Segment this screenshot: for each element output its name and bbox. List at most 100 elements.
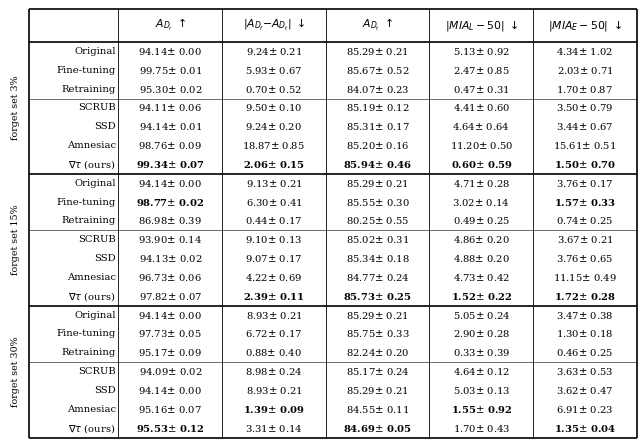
Text: 85.19$\pm$ 0.12: 85.19$\pm$ 0.12 (346, 103, 410, 114)
Text: Original: Original (74, 47, 116, 56)
Text: 9.24$\pm$ 0.21: 9.24$\pm$ 0.21 (246, 46, 302, 57)
Text: 85.31$\pm$ 0.17: 85.31$\pm$ 0.17 (346, 121, 410, 132)
Text: 0.74$\pm$ 0.25: 0.74$\pm$ 0.25 (556, 215, 614, 226)
Text: 6.30$\pm$ 0.41: 6.30$\pm$ 0.41 (246, 197, 302, 208)
Text: 94.14$\pm$ 0.00: 94.14$\pm$ 0.00 (138, 178, 202, 189)
Text: Retraining: Retraining (61, 217, 116, 225)
Text: 9.50$\pm$ 0.10: 9.50$\pm$ 0.10 (245, 103, 303, 114)
Text: 4.22$\pm$ 0.69: 4.22$\pm$ 0.69 (245, 272, 303, 283)
Text: 5.05$\pm$ 0.24: 5.05$\pm$ 0.24 (452, 310, 510, 320)
Text: 4.86$\pm$ 0.20: 4.86$\pm$ 0.20 (453, 234, 509, 245)
Text: 97.82$\pm$ 0.07: 97.82$\pm$ 0.07 (138, 291, 202, 302)
Text: 94.14$\pm$ 0.00: 94.14$\pm$ 0.00 (138, 46, 202, 57)
Text: 1.55$\pm$ 0.92: 1.55$\pm$ 0.92 (451, 404, 512, 415)
Text: 3.50$\pm$ 0.79: 3.50$\pm$ 0.79 (556, 103, 614, 114)
Text: 4.64$\pm$ 0.64: 4.64$\pm$ 0.64 (452, 121, 510, 132)
Text: $|MIA_E - 50|$ $\downarrow$: $|MIA_E - 50|$ $\downarrow$ (548, 18, 622, 33)
Text: 1.70$\pm$ 0.87: 1.70$\pm$ 0.87 (556, 84, 614, 95)
Text: 82.24$\pm$ 0.20: 82.24$\pm$ 0.20 (346, 347, 409, 358)
Text: 8.93$\pm$ 0.21: 8.93$\pm$ 0.21 (246, 310, 302, 320)
Text: 85.67$\pm$ 0.52: 85.67$\pm$ 0.52 (346, 65, 410, 76)
Text: 2.03$\pm$ 0.71: 2.03$\pm$ 0.71 (557, 65, 613, 76)
Text: 8.93$\pm$ 0.21: 8.93$\pm$ 0.21 (246, 385, 302, 396)
Text: 3.44$\pm$ 0.67: 3.44$\pm$ 0.67 (556, 121, 614, 132)
Text: SCRUB: SCRUB (78, 103, 116, 112)
Text: Fine-tuning: Fine-tuning (56, 198, 116, 206)
Text: SSD: SSD (94, 254, 116, 263)
Text: 0.44$\pm$ 0.17: 0.44$\pm$ 0.17 (245, 215, 303, 226)
Text: 9.13$\pm$ 0.21: 9.13$\pm$ 0.21 (246, 178, 302, 189)
Text: 3.62$\pm$ 0.47: 3.62$\pm$ 0.47 (556, 385, 614, 396)
Text: 1.57$\pm$ 0.33: 1.57$\pm$ 0.33 (554, 197, 616, 208)
Text: 3.47$\pm$ 0.38: 3.47$\pm$ 0.38 (556, 310, 614, 320)
Text: 85.55$\pm$ 0.30: 85.55$\pm$ 0.30 (346, 197, 410, 208)
Text: 1.39$\pm$ 0.09: 1.39$\pm$ 0.09 (243, 404, 305, 415)
Text: 5.13$\pm$ 0.92: 5.13$\pm$ 0.92 (452, 46, 510, 57)
Text: $A_{D_t}$ $\uparrow$: $A_{D_t}$ $\uparrow$ (362, 17, 393, 34)
Text: 4.73$\pm$ 0.42: 4.73$\pm$ 0.42 (452, 272, 510, 283)
Text: 1.70$\pm$ 0.43: 1.70$\pm$ 0.43 (452, 423, 510, 434)
Text: 94.13$\pm$ 0.02: 94.13$\pm$ 0.02 (138, 253, 202, 264)
Text: forget set 15%: forget set 15% (12, 205, 20, 275)
Text: 80.25$\pm$ 0.55: 80.25$\pm$ 0.55 (346, 215, 410, 226)
Text: 3.76$\pm$ 0.17: 3.76$\pm$ 0.17 (556, 178, 614, 189)
Text: 95.16$\pm$ 0.07: 95.16$\pm$ 0.07 (138, 404, 202, 415)
Text: 9.24$\pm$ 0.20: 9.24$\pm$ 0.20 (246, 121, 302, 132)
Text: 1.52$\pm$ 0.22: 1.52$\pm$ 0.22 (451, 291, 512, 302)
Text: Amnesiac: Amnesiac (67, 405, 116, 414)
Text: 0.60$\pm$ 0.59: 0.60$\pm$ 0.59 (451, 159, 512, 170)
Text: 5.93$\pm$ 0.67: 5.93$\pm$ 0.67 (245, 65, 303, 76)
Text: 6.91$\pm$ 0.23: 6.91$\pm$ 0.23 (556, 404, 614, 415)
Text: 1.50$\pm$ 0.70: 1.50$\pm$ 0.70 (554, 159, 616, 170)
Text: SCRUB: SCRUB (78, 367, 116, 376)
Text: 1.72$\pm$ 0.28: 1.72$\pm$ 0.28 (554, 291, 616, 302)
Text: 0.33$\pm$ 0.39: 0.33$\pm$ 0.39 (452, 347, 510, 358)
Text: 4.71$\pm$ 0.28: 4.71$\pm$ 0.28 (452, 178, 510, 189)
Text: 98.76$\pm$ 0.09: 98.76$\pm$ 0.09 (138, 140, 202, 151)
Text: $\nabla\tau$ (ours): $\nabla\tau$ (ours) (68, 422, 116, 434)
Text: 11.20$\pm$ 0.50: 11.20$\pm$ 0.50 (449, 140, 513, 151)
Text: 84.55$\pm$ 0.11: 84.55$\pm$ 0.11 (346, 404, 409, 415)
Text: Original: Original (74, 311, 116, 320)
Text: 99.75$\pm$ 0.01: 99.75$\pm$ 0.01 (139, 65, 202, 76)
Text: 95.17$\pm$ 0.09: 95.17$\pm$ 0.09 (138, 347, 202, 358)
Text: 4.34$\pm$ 1.02: 4.34$\pm$ 1.02 (556, 46, 614, 57)
Text: 5.03$\pm$ 0.13: 5.03$\pm$ 0.13 (452, 385, 510, 396)
Text: SSD: SSD (94, 122, 116, 131)
Text: 1.30$\pm$ 0.18: 1.30$\pm$ 0.18 (556, 328, 614, 339)
Text: 97.73$\pm$ 0.05: 97.73$\pm$ 0.05 (138, 328, 202, 339)
Text: 6.72$\pm$ 0.17: 6.72$\pm$ 0.17 (245, 328, 303, 339)
Text: Amnesiac: Amnesiac (67, 141, 116, 150)
Text: 3.31$\pm$ 0.14: 3.31$\pm$ 0.14 (245, 423, 303, 434)
Text: Retraining: Retraining (61, 84, 116, 94)
Text: 3.67$\pm$ 0.21: 3.67$\pm$ 0.21 (557, 234, 613, 245)
Text: 94.14$\pm$ 0.00: 94.14$\pm$ 0.00 (138, 310, 202, 320)
Text: SSD: SSD (94, 386, 116, 395)
Text: 85.29$\pm$ 0.21: 85.29$\pm$ 0.21 (346, 46, 409, 57)
Text: 4.64$\pm$ 0.12: 4.64$\pm$ 0.12 (452, 366, 510, 377)
Text: SCRUB: SCRUB (78, 235, 116, 244)
Text: forget set 3%: forget set 3% (12, 76, 20, 140)
Text: 85.02$\pm$ 0.31: 85.02$\pm$ 0.31 (346, 234, 409, 245)
Text: 2.06$\pm$ 0.15: 2.06$\pm$ 0.15 (243, 159, 305, 170)
Text: 8.98$\pm$ 0.24: 8.98$\pm$ 0.24 (245, 366, 303, 377)
Text: 2.47$\pm$ 0.85: 2.47$\pm$ 0.85 (453, 65, 509, 76)
Text: 3.76$\pm$ 0.65: 3.76$\pm$ 0.65 (556, 253, 614, 264)
Text: 95.30$\pm$ 0.02: 95.30$\pm$ 0.02 (138, 84, 202, 95)
Text: 85.29$\pm$ 0.21: 85.29$\pm$ 0.21 (346, 310, 409, 320)
Text: 86.98$\pm$ 0.39: 86.98$\pm$ 0.39 (138, 215, 202, 226)
Text: forget set 30%: forget set 30% (12, 336, 20, 407)
Text: 85.20$\pm$ 0.16: 85.20$\pm$ 0.16 (346, 140, 410, 151)
Text: 1.35$\pm$ 0.04: 1.35$\pm$ 0.04 (554, 423, 616, 434)
Text: 3.02$\pm$ 0.14: 3.02$\pm$ 0.14 (452, 197, 510, 208)
Text: $|MIA_L - 50|$ $\downarrow$: $|MIA_L - 50|$ $\downarrow$ (445, 18, 518, 33)
Text: 99.34$\pm$ 0.07: 99.34$\pm$ 0.07 (136, 159, 205, 170)
Text: Original: Original (74, 179, 116, 188)
Text: 0.70$\pm$ 0.52: 0.70$\pm$ 0.52 (245, 84, 303, 95)
Text: 94.11$\pm$ 0.06: 94.11$\pm$ 0.06 (138, 103, 202, 114)
Text: 0.47$\pm$ 0.31: 0.47$\pm$ 0.31 (453, 84, 509, 95)
Text: Retraining: Retraining (61, 348, 116, 357)
Text: 85.34$\pm$ 0.18: 85.34$\pm$ 0.18 (346, 253, 410, 264)
Text: 3.63$\pm$ 0.53: 3.63$\pm$ 0.53 (556, 366, 614, 377)
Text: 84.77$\pm$ 0.24: 84.77$\pm$ 0.24 (346, 272, 410, 283)
